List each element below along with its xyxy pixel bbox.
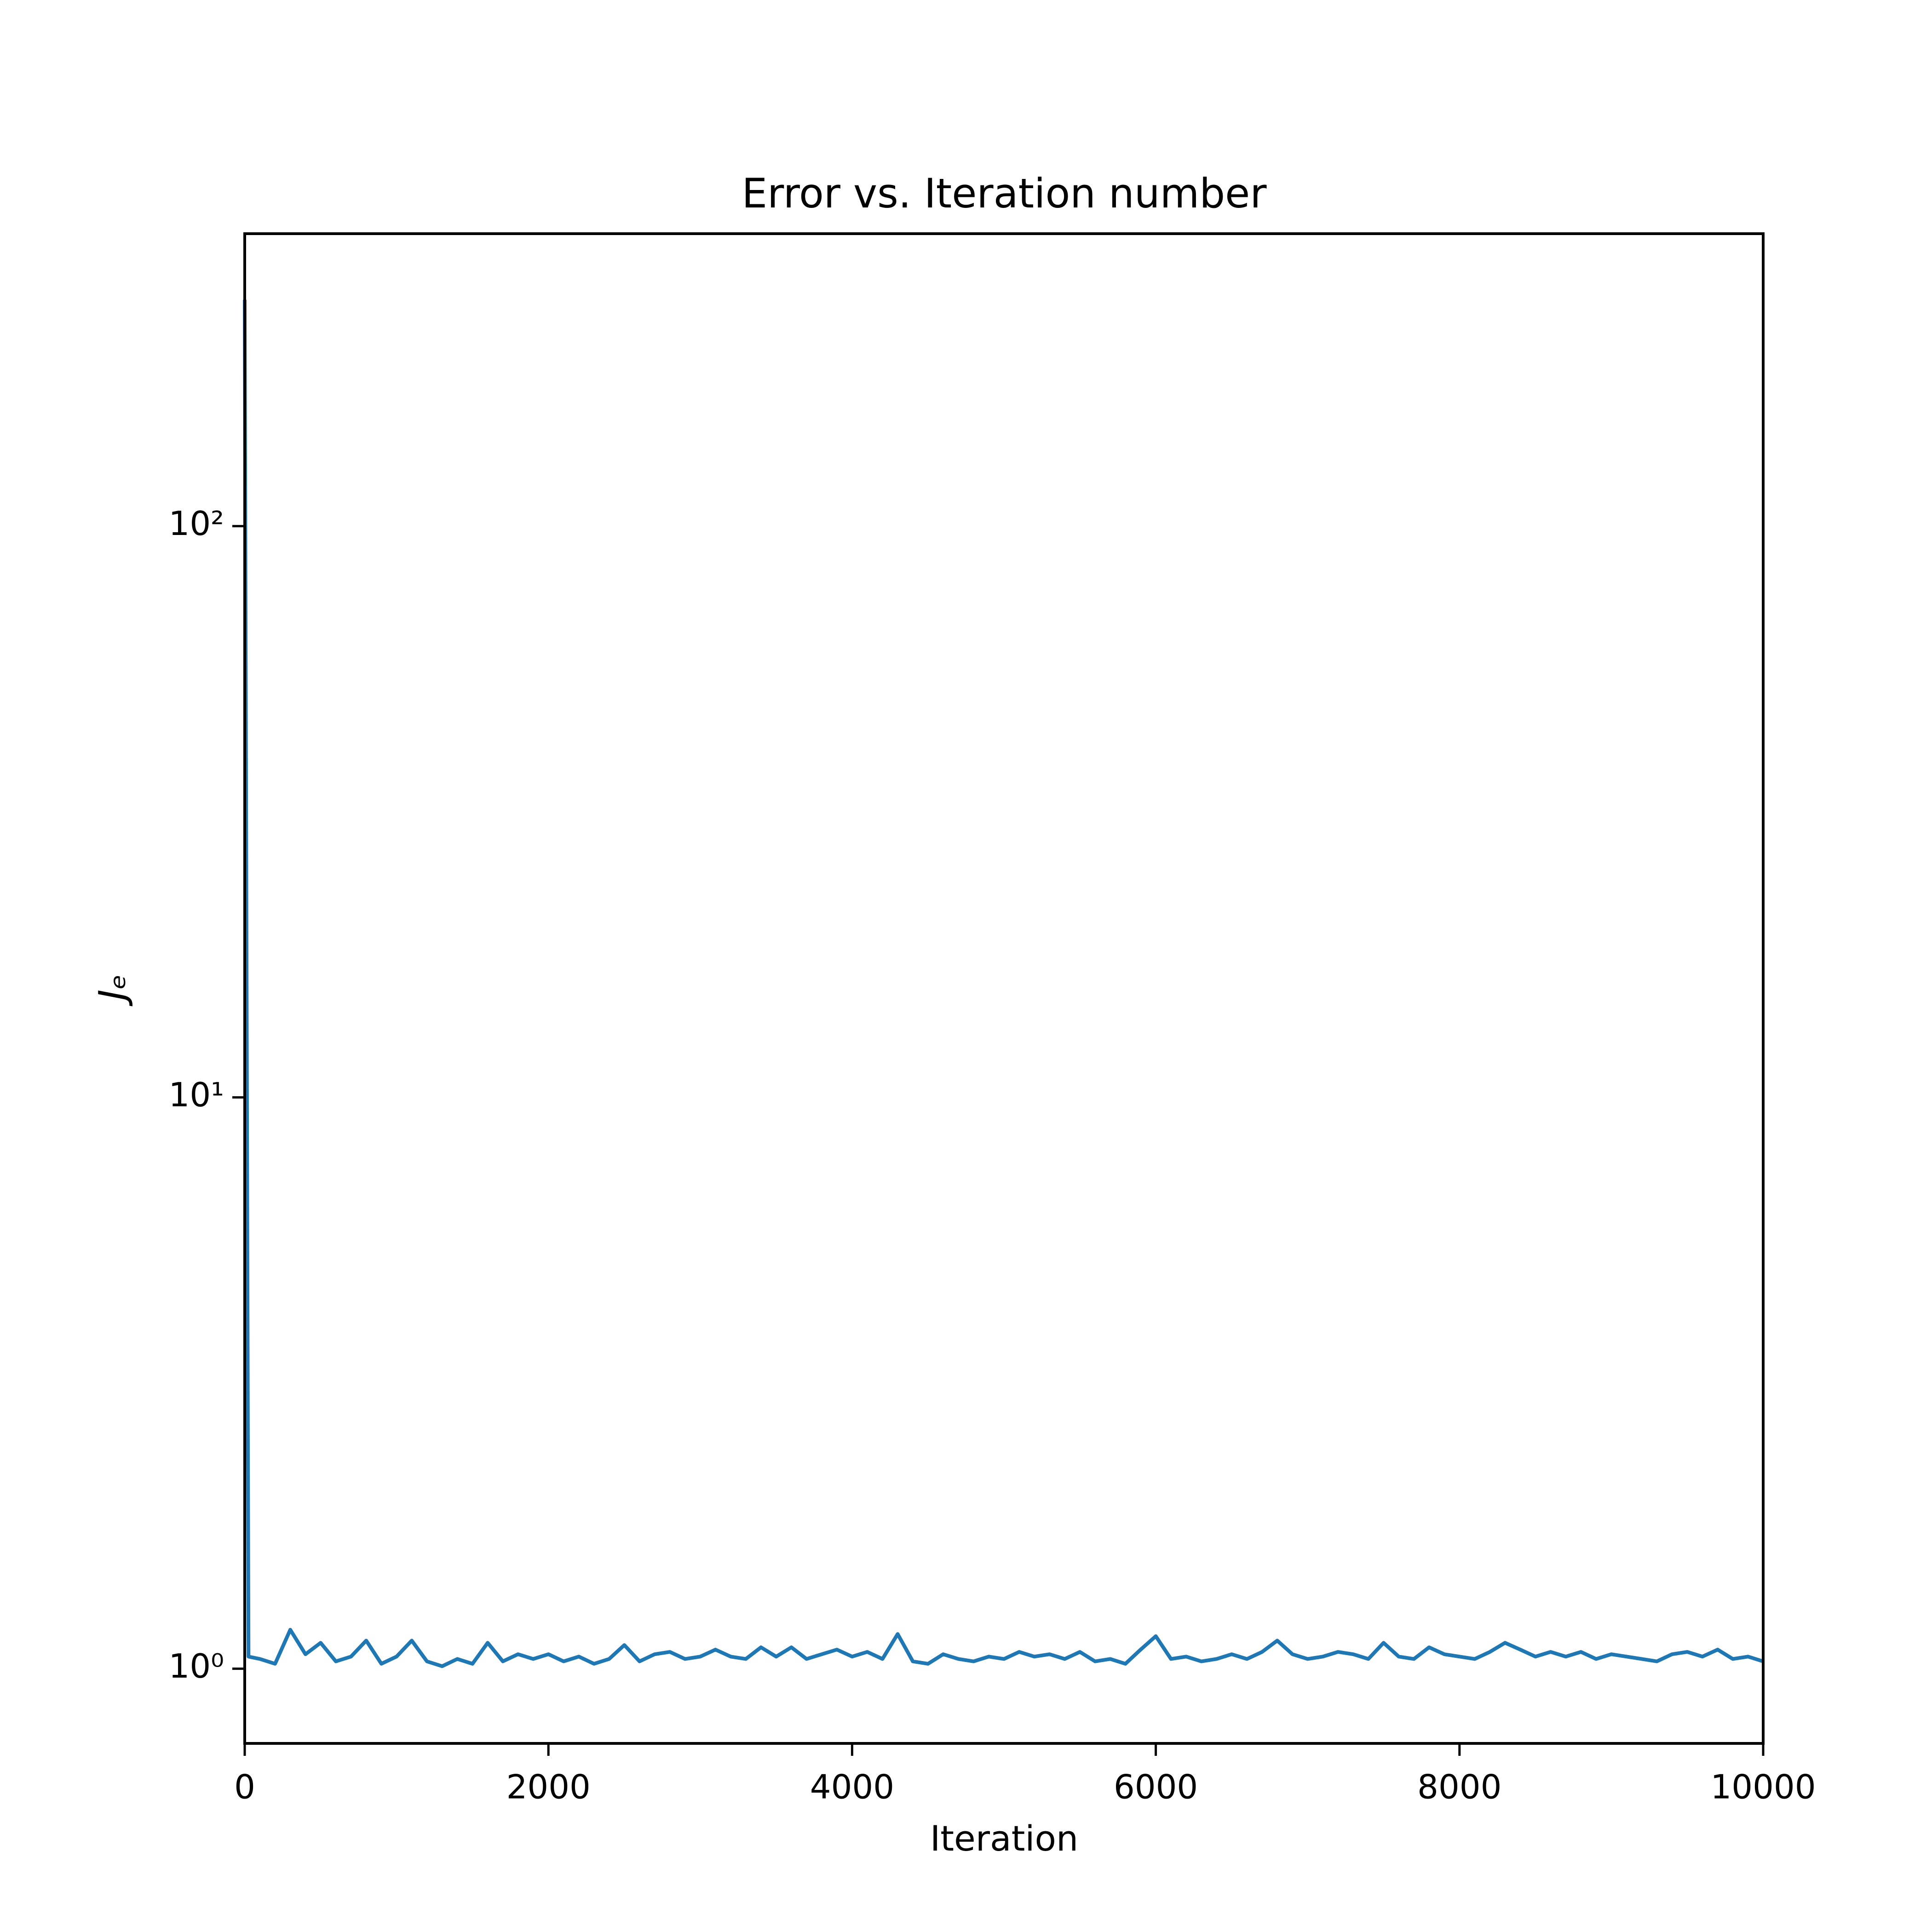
x-tick-label: 2000 bbox=[506, 1768, 591, 1806]
chart-title: Error vs. Iteration number bbox=[742, 170, 1267, 217]
x-tick-label: 4000 bbox=[810, 1768, 894, 1806]
x-tick-label: 0 bbox=[234, 1768, 255, 1806]
x-tick-label: 10000 bbox=[1710, 1768, 1816, 1806]
y-tick-label: 10⁰ bbox=[169, 1647, 224, 1685]
x-tick-label: 6000 bbox=[1114, 1768, 1198, 1806]
y-tick-label: 10² bbox=[169, 504, 224, 543]
x-axis-label: Iteration bbox=[930, 1818, 1078, 1859]
y-tick-label: 10¹ bbox=[169, 1075, 224, 1114]
data-line bbox=[243, 299, 1764, 1668]
x-tick-label: 8000 bbox=[1417, 1768, 1501, 1806]
plot-frame bbox=[243, 232, 1765, 1745]
